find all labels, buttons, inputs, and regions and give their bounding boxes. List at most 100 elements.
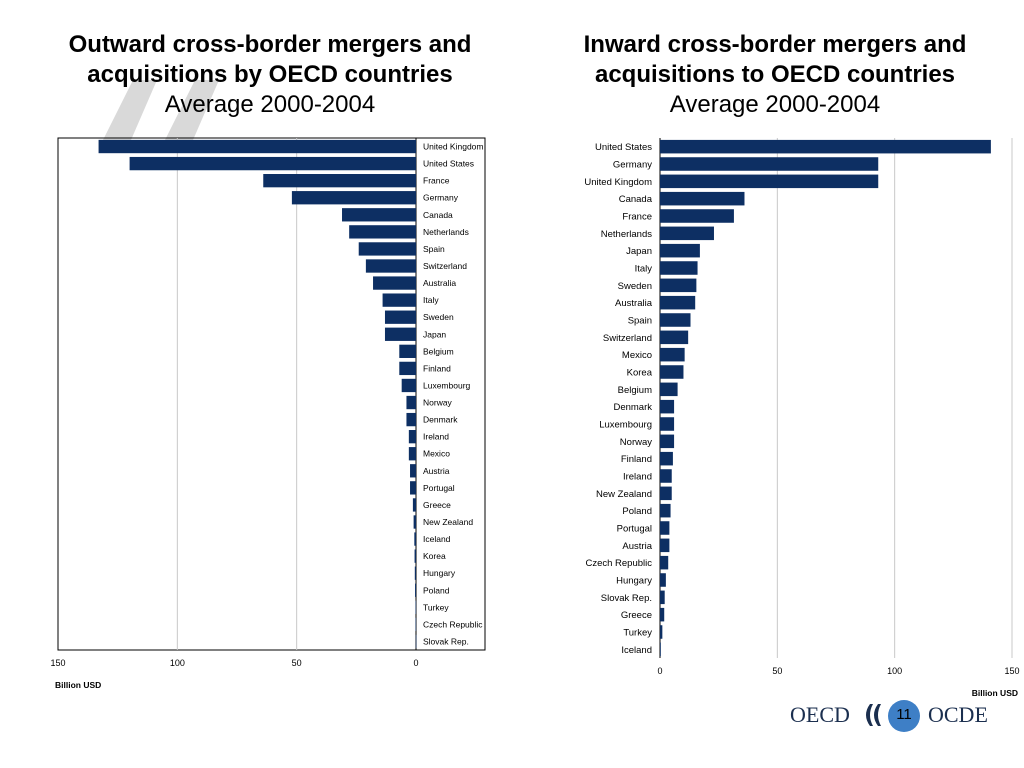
bar [660,175,878,189]
category-label: Japan [423,329,446,339]
bar [660,296,695,310]
category-label: Korea [627,368,653,379]
bar [292,191,416,204]
bar [373,276,416,289]
bar [410,481,416,494]
category-label: Slovak Rep. [601,593,652,604]
x-tick-label: 150 [50,658,65,668]
category-label: Turkey [623,628,652,639]
x-tick-label: 150 [1004,666,1019,676]
category-label: Poland [423,585,450,595]
category-label: United States [595,142,652,153]
bar [385,328,416,341]
bar [414,532,416,545]
category-label: France [423,176,450,186]
bar [660,244,700,258]
bar [660,417,674,431]
bar [413,498,416,511]
bar [660,591,665,605]
category-label: Mexico [622,350,652,361]
category-label: United Kingdom [584,177,652,188]
category-label: Iceland [621,645,652,656]
bar [383,293,416,306]
category-label: Hungary [423,568,456,578]
oecd-quote-icon [860,700,890,730]
category-label: Finland [621,454,652,465]
bar [359,242,416,255]
category-label: Japan [626,246,652,257]
bar [660,348,685,362]
category-label: United Kingdom [423,142,483,152]
bar [660,192,744,206]
category-label: Portugal [617,524,652,535]
category-label: Switzerland [423,261,467,271]
category-label: Netherlands [423,227,469,237]
category-label: United States [423,159,474,169]
x-tick-label: 50 [772,666,782,676]
category-label: Australia [615,298,653,309]
bar [660,435,674,449]
oecd-logo: OECD 11 OCDE [790,700,1000,730]
bar [660,261,698,275]
category-label: Poland [622,506,652,517]
category-label: Czech Republic [585,558,652,569]
category-label: Norway [423,398,453,408]
category-label: Spain [423,244,445,254]
category-label: Hungary [616,576,652,587]
bar [409,447,416,460]
category-label: Mexico [423,449,450,459]
bar [660,504,671,518]
logo-text-ocde: OCDE [928,702,988,728]
bar [660,573,666,587]
x-tick-label: 100 [887,666,902,676]
bar [660,140,991,154]
x-tick-label: 0 [657,666,662,676]
plot-frame [58,138,485,650]
bar [414,515,416,528]
category-label: Austria [423,466,450,476]
bar [263,174,416,187]
bar [410,464,416,477]
category-label: Portugal [423,483,455,493]
bar [349,225,416,238]
category-label: Germany [613,160,652,171]
category-label: Canada [619,194,653,205]
category-label: Norway [620,437,652,448]
category-label: Korea [423,551,446,561]
category-label: Ireland [423,432,449,442]
category-label: Austria [622,541,652,552]
category-label: Belgium [423,346,454,356]
category-label: Germany [423,193,459,203]
bar [660,625,662,639]
category-label: Luxembourg [423,380,471,390]
bar [660,157,878,171]
bar [399,362,416,375]
category-label: Australia [423,278,456,288]
bar [660,452,673,466]
bar [409,430,416,443]
bar [366,259,416,272]
bar [660,400,674,414]
bar [660,487,672,501]
category-label: Netherlands [601,229,652,240]
category-label: Denmark [423,415,458,425]
bar [342,208,416,221]
category-label: Finland [423,363,451,373]
bar [660,521,669,535]
bar [416,601,417,614]
bar [415,549,416,562]
category-label: Sweden [423,312,454,322]
bar [660,608,664,622]
bar [660,556,668,570]
category-label: Denmark [613,402,652,413]
bar [660,279,696,293]
category-label: Greece [423,500,451,510]
category-label: Iceland [423,534,451,544]
category-label: Sweden [618,281,652,292]
bar [406,396,416,409]
x-tick-label: 100 [170,658,185,668]
outward-bar-chart: 150 100 50 0 United Kingdom United States Fran… [0,0,1024,768]
category-label: Belgium [618,385,652,396]
x-tick-label: 50 [292,658,302,668]
bar [99,140,416,153]
